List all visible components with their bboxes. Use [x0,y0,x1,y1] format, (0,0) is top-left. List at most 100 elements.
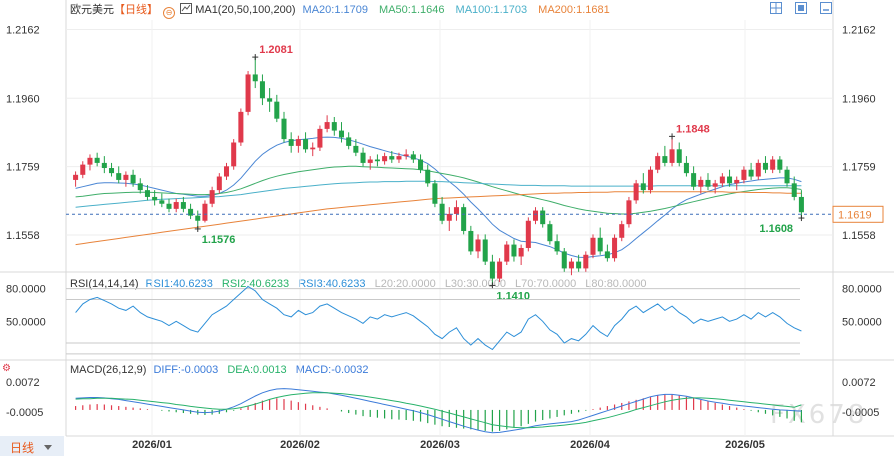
candle-body [453,207,459,214]
candle-body [173,202,179,209]
candle-body [295,139,301,146]
candle-body [525,220,531,248]
candle-body [87,157,93,165]
candle-body [446,213,452,221]
current-price-label: 1.1619 [838,209,872,221]
macd-settings-icon[interactable]: ⚙ [2,363,11,374]
candle-body [439,203,445,221]
l30-value: L30:30.0000 [444,278,506,290]
candle-body [425,169,431,184]
refresh-icon[interactable]: ⊖ [163,7,176,19]
candle-body [123,174,129,180]
period-button-label: 日线 [10,441,35,455]
symbol-title: 欧元美元 [70,4,114,16]
candle-body [288,139,294,146]
macd-tick-left: 0.0072 [6,377,40,389]
dea-line [75,392,802,429]
candle-body [612,237,618,259]
candle-body [216,176,222,191]
candle-body [784,169,790,184]
rsi-tick-right: 80.0000 [842,284,882,296]
candle-body [324,122,330,129]
l20-value: L20:20.0000 [374,278,436,290]
candle-body [633,183,639,201]
macd-tick-right: 0.0072 [842,377,876,389]
price-tick-left: 1.1759 [6,162,40,174]
candle-body [762,162,768,170]
candle-body [676,149,682,163]
candle-body [73,174,79,180]
annotation-local_low: 1.1576 [202,234,236,246]
l70-value: L70:70.0000 [515,278,577,290]
time-tick-label: 2026/02 [280,439,320,451]
macd-header: MACD(26,12,9) DIFF:-0.0003 DEA:0.0013 MA… [70,363,369,377]
candle-body [137,183,143,191]
candle-body [331,122,337,131]
rsi-title: RSI(14,14,14) [70,278,139,290]
ma200-value: MA200:1.1681 [538,4,610,16]
rsi-header: RSI(14,14,14) RSI1:40.6233 RSI2:40.6233 … [70,277,646,291]
chevron-down-icon [44,445,52,450]
candle-body [532,210,539,221]
candle-body [267,98,273,102]
ma100-value: MA100:1.1703 [455,4,528,16]
candle-body [259,81,265,99]
ma-line-ma200 [75,191,802,246]
annotation-high: 1.2081 [259,44,293,56]
candle-body [144,190,150,197]
candle-body [482,239,488,262]
candle-body [655,156,661,170]
ma-line-ma50 [75,165,802,215]
period-button[interactable]: 日线 [0,436,64,456]
candle-body [396,156,402,160]
candle-body [770,159,776,170]
rsi2-value: RSI2:40.6233 [221,278,290,290]
candle-body [202,203,208,221]
candle-body [691,173,697,187]
candle-body [576,261,582,269]
candle-body [80,164,86,175]
candle-body [518,247,524,257]
candle-body [511,244,517,257]
candle-body [238,111,244,143]
candle-body [353,145,359,153]
rsi-line [75,285,802,351]
diff-value: DIFF:-0.0003 [153,364,219,376]
time-tick-label: 2026/01 [132,439,172,451]
candle-body [561,251,567,269]
candle-body [647,169,654,191]
candle-body [568,261,574,269]
diff-line [75,388,802,434]
indicator-icon[interactable] [180,3,193,14]
candle-body [640,183,646,191]
candle-body [252,74,258,82]
candle-body [798,196,804,213]
candle-body [223,166,230,177]
candle-body [791,183,797,197]
watermark: FX678 [770,400,868,430]
candle-body [705,179,711,187]
candle-body [317,128,323,148]
candle-body [554,241,560,252]
candle-body [410,154,416,160]
draw-tool-icon[interactable] [795,2,807,14]
candle-body [310,147,316,150]
crosshair-icon[interactable] [770,2,782,14]
minimize-icon[interactable] [820,2,832,14]
candle-body [698,179,704,187]
period-tag[interactable]: 【日线】 [114,4,158,16]
price-tick-left: 1.1558 [6,230,40,242]
candle-body [461,207,467,231]
candle-body [367,159,373,163]
candle-body [734,179,740,184]
rsi1-value: RSI1:40.6233 [145,278,213,290]
candle-body [188,208,194,216]
candle-body [274,101,280,119]
candle-body [504,244,510,262]
candle-body [245,74,251,112]
candle-body [281,118,287,140]
annotation-last_low: 1.1608 [759,223,793,235]
candle-body [231,142,237,167]
candle-body [180,202,186,209]
